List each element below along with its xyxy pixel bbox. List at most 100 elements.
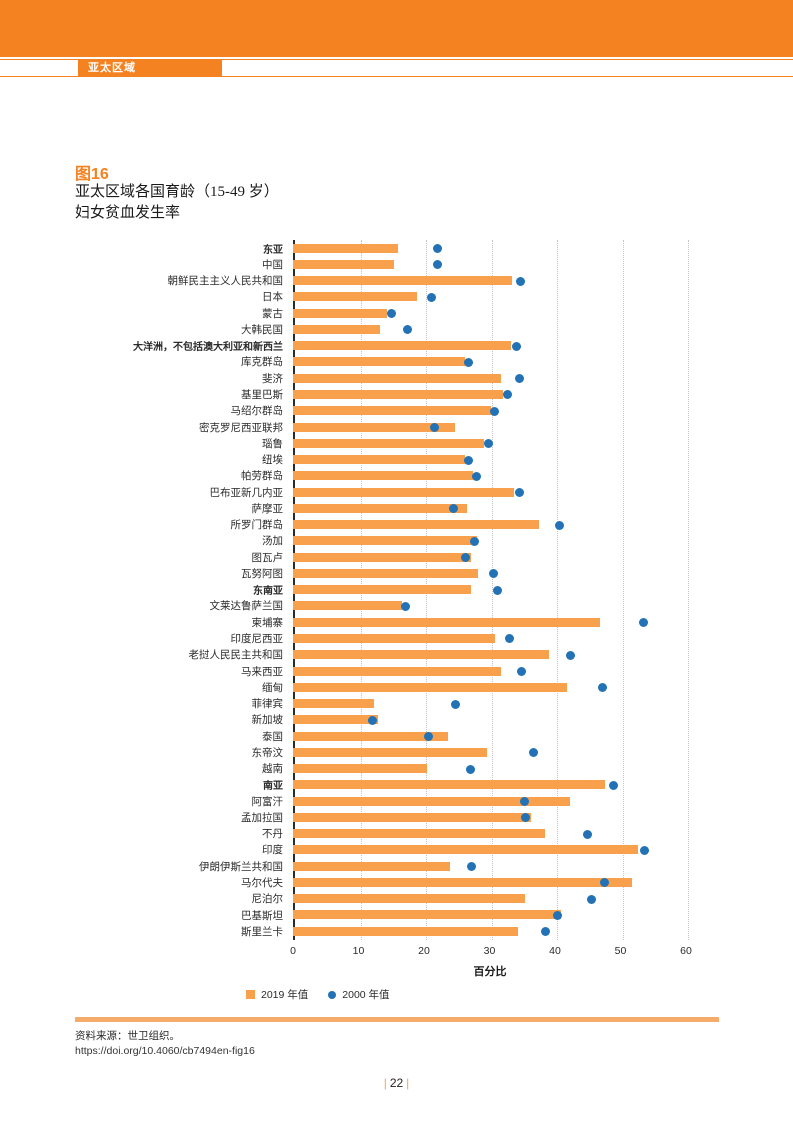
chart-row: 大洋洲，不包括澳大利亚和新西兰 — [75, 338, 721, 354]
chart-row: 斐济 — [75, 370, 721, 386]
dot-2000 — [597, 683, 607, 693]
gridline-40 — [557, 240, 558, 940]
source-label: 资料来源：世卫组织。 — [75, 1031, 180, 1042]
dot-2000 — [464, 357, 473, 367]
dot-2000 — [461, 553, 471, 563]
bar-2019 — [293, 292, 417, 302]
chart-row: 日本 — [75, 289, 721, 305]
row-plot — [293, 273, 720, 289]
chart-row: 马绍尔群岛 — [75, 403, 721, 419]
figure-title-line2: 妇女贫血发生率 — [75, 205, 181, 221]
dot-2000 — [432, 260, 442, 270]
row-plot — [293, 907, 720, 923]
row-label: 不丹 — [262, 829, 283, 841]
dot-2000 — [519, 797, 529, 807]
dot-2000 — [609, 780, 619, 790]
row-label: 朝鲜民主主义人民共和国 — [167, 276, 284, 288]
row-plot — [293, 826, 720, 842]
row-label: 阿富汗 — [251, 796, 284, 808]
bar-2019 — [293, 699, 374, 709]
dot-2000 — [489, 406, 499, 416]
dot-2000 — [492, 585, 502, 595]
chart-row: 东南亚 — [75, 582, 721, 598]
dot-2000 — [466, 764, 475, 774]
chart-row: 缅甸 — [75, 679, 721, 695]
row-plot — [293, 614, 720, 630]
row-label: 汤加 — [262, 536, 283, 548]
figure-title: 亚太区域各国育龄（15-49 岁） 妇女贫血发生率 — [75, 182, 279, 224]
dot-2000 — [426, 292, 436, 302]
dot-2000 — [424, 732, 434, 742]
gridline-30 — [491, 240, 493, 940]
chart-row: 柬埔寨 — [75, 614, 721, 630]
row-plot — [293, 435, 720, 451]
row-plot — [293, 923, 720, 939]
dot-2000 — [528, 748, 538, 758]
bar-2019 — [293, 259, 394, 269]
dot-2000 — [503, 390, 513, 400]
row-label: 帕劳群岛 — [241, 471, 283, 483]
dot-2000 — [488, 569, 498, 579]
chart-row: 东帝汶 — [75, 744, 721, 760]
chart-row: 新加坡 — [75, 712, 721, 728]
row-label: 文莱达鲁萨兰国 — [209, 601, 284, 613]
chart-row: 印度尼西亚 — [75, 630, 721, 646]
chart-row: 马尔代夫 — [75, 874, 721, 890]
row-label: 马尔代夫 — [241, 877, 283, 889]
legend-item-2000: 2000 年值 — [328, 987, 390, 1002]
dot-2000 — [553, 910, 563, 920]
dot-2000 — [471, 471, 481, 481]
row-label: 瑙鲁 — [262, 438, 283, 450]
chart-row: 菲律宾 — [75, 695, 721, 711]
page-number: | 22 | — [0, 1076, 793, 1090]
chart-row: 蒙古 — [75, 305, 721, 321]
dot-2000 — [515, 488, 525, 498]
dot-2000 — [638, 618, 648, 628]
chart-row: 瓦努阿图 — [75, 565, 721, 581]
row-label: 老挝人民民主共和国 — [188, 650, 284, 662]
chart-row: 东亚 — [75, 240, 721, 256]
row-label: 东亚 — [263, 244, 283, 256]
bar-2019 — [293, 276, 513, 286]
row-label: 大洋洲，不包括澳大利亚和新西兰 — [133, 342, 283, 354]
source-url[interactable]: https://doi.org/10.4060/cb7494en-fig16 — [75, 1045, 255, 1057]
x-tick-30: 30 — [483, 945, 496, 957]
dot-2000 — [368, 715, 378, 725]
bar-2019 — [293, 341, 512, 351]
row-plot — [293, 370, 720, 386]
chart-row: 孟加拉国 — [75, 809, 721, 825]
chart-row: 图瓦卢 — [75, 549, 721, 565]
row-label: 巴基斯坦 — [241, 910, 283, 922]
row-plot — [293, 663, 720, 679]
bar-2019 — [293, 796, 571, 806]
chart-row: 纽埃 — [75, 451, 721, 467]
row-plot — [293, 712, 720, 728]
dot-2000 — [515, 276, 525, 286]
dot-2000 — [449, 504, 458, 514]
chart-row: 汤加 — [75, 533, 721, 549]
dot-2000 — [387, 309, 397, 319]
row-label: 印度 — [262, 845, 283, 857]
row-label: 中国 — [262, 259, 283, 271]
dot-2000 — [555, 520, 565, 530]
chart-row: 文莱达鲁萨兰国 — [75, 598, 721, 614]
chart-row: 朝鲜民主主义人民共和国 — [75, 273, 721, 289]
row-plot — [293, 403, 720, 419]
bar-2019 — [293, 829, 545, 839]
row-plot — [293, 240, 720, 256]
x-axis-title: 百分比 — [473, 966, 507, 978]
page-number-right-pipe: | — [406, 1076, 410, 1090]
x-tick-40: 40 — [549, 945, 561, 957]
bar-2019 — [293, 422, 456, 432]
dot-2000 — [640, 845, 650, 855]
chart-row: 老挝人民民主共和国 — [75, 647, 721, 663]
chart-row: 帕劳群岛 — [75, 468, 721, 484]
bar-2019 — [293, 438, 485, 448]
bar-2019 — [293, 910, 561, 920]
dot-2000 — [582, 829, 592, 839]
chart-row: 中国 — [75, 256, 721, 272]
row-label: 泰国 — [262, 731, 283, 743]
bar-2019 — [293, 812, 532, 822]
row-plot — [293, 549, 720, 565]
section-tab: 亚太区域 — [78, 60, 222, 76]
